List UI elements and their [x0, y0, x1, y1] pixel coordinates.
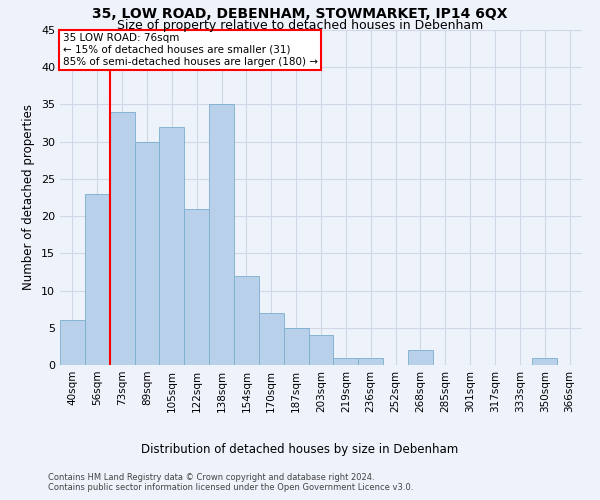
Text: 35, LOW ROAD, DEBENHAM, STOWMARKET, IP14 6QX: 35, LOW ROAD, DEBENHAM, STOWMARKET, IP14… — [92, 8, 508, 22]
Bar — [358, 358, 383, 365]
Bar — [209, 104, 234, 365]
Y-axis label: Number of detached properties: Number of detached properties — [22, 104, 35, 290]
Bar — [85, 194, 110, 365]
Bar — [134, 142, 160, 365]
Text: Contains public sector information licensed under the Open Government Licence v3: Contains public sector information licen… — [48, 482, 413, 492]
Bar — [234, 276, 259, 365]
Bar — [259, 313, 284, 365]
Text: Size of property relative to detached houses in Debenham: Size of property relative to detached ho… — [117, 18, 483, 32]
Bar — [334, 358, 358, 365]
Bar — [60, 320, 85, 365]
Bar — [408, 350, 433, 365]
Text: Contains HM Land Registry data © Crown copyright and database right 2024.: Contains HM Land Registry data © Crown c… — [48, 472, 374, 482]
Bar — [532, 358, 557, 365]
Bar — [308, 335, 334, 365]
Bar — [184, 208, 209, 365]
Bar — [160, 127, 184, 365]
Text: 35 LOW ROAD: 76sqm
← 15% of detached houses are smaller (31)
85% of semi-detache: 35 LOW ROAD: 76sqm ← 15% of detached hou… — [62, 34, 317, 66]
Bar — [110, 112, 134, 365]
Text: Distribution of detached houses by size in Debenham: Distribution of detached houses by size … — [142, 442, 458, 456]
Bar — [284, 328, 308, 365]
